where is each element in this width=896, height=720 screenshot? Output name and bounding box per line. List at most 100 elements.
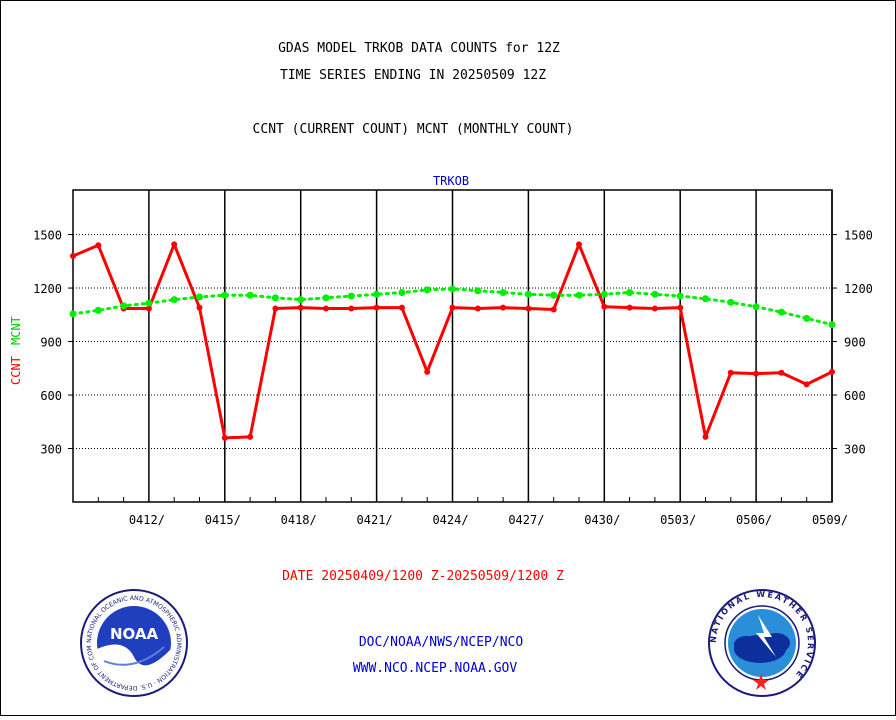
mcnt-point xyxy=(297,296,305,304)
x-tick-label: 0427/ xyxy=(508,513,544,527)
ccnt-point xyxy=(702,433,709,440)
mcnt-point xyxy=(271,294,279,302)
y-tick-label-left: 600 xyxy=(40,389,62,403)
ccnt-point xyxy=(247,433,254,440)
ccnt-point xyxy=(626,304,633,311)
ccnt-point xyxy=(297,304,304,311)
ccnt-point xyxy=(525,305,532,312)
mcnt-point xyxy=(828,321,836,329)
mcnt-point xyxy=(120,302,128,310)
x-tick-label: 0421/ xyxy=(357,513,393,527)
y-tick-label-right: 600 xyxy=(844,389,866,403)
grid-lines xyxy=(73,190,833,502)
ccnt-point xyxy=(171,241,178,248)
series-group xyxy=(69,241,836,441)
x-tick-label: 0424/ xyxy=(432,513,468,527)
ccnt-point xyxy=(778,369,785,376)
ccnt-point xyxy=(449,304,456,311)
mcnt-point xyxy=(322,294,330,302)
ccnt-point xyxy=(424,368,431,375)
x-tick-label: 0503/ xyxy=(660,513,696,527)
ccnt-point xyxy=(753,370,760,377)
mcnt-point xyxy=(170,296,178,304)
mcnt-point xyxy=(373,290,381,298)
y-label-ccnt: CCNT xyxy=(9,356,23,385)
x-ticks: 0412/0415/0418/0421/0424/0427/0430/0503/… xyxy=(72,497,848,527)
ccnt-point xyxy=(272,305,279,312)
y-tick-label-left: 1200 xyxy=(33,282,62,296)
ccnt-point xyxy=(829,368,835,375)
ccnt-point xyxy=(677,304,684,311)
chart-subtitle: CCNT (CURRENT COUNT) MCNT (MONTHLY COUNT… xyxy=(253,122,574,137)
url-line[interactable]: WWW.NCO.NCEP.NOAA.GOV xyxy=(353,661,518,676)
y-label-mcnt: MCNT xyxy=(9,316,23,345)
y-tick-label-right: 900 xyxy=(844,336,866,350)
mcnt-point xyxy=(676,292,684,300)
ccnt-point xyxy=(221,434,228,441)
chart-title-line2: TIME SERIES ENDING IN 20250509 12Z xyxy=(280,68,546,83)
mcnt-point xyxy=(94,306,102,314)
ccnt-point xyxy=(95,242,102,249)
nws-logo: NATIONAL WEATHER SERVICE xyxy=(708,589,816,697)
ccnt-point xyxy=(474,305,481,312)
mcnt-point xyxy=(196,293,203,301)
noaa-logo-text: NOAA xyxy=(110,625,159,643)
mcnt-point xyxy=(347,292,355,300)
ccnt-point xyxy=(323,305,329,312)
ccnt-point xyxy=(727,369,734,376)
y-tick-label-right: 1200 xyxy=(844,282,873,296)
ccnt-point xyxy=(348,305,355,312)
ccnt-point xyxy=(550,306,557,313)
ccnt-point xyxy=(601,303,608,310)
plot-title: TRKOB xyxy=(433,174,469,188)
mcnt-point xyxy=(575,291,583,299)
ccnt-point xyxy=(373,304,380,311)
x-tick-label: 0415/ xyxy=(205,513,241,527)
ccnt-point xyxy=(196,304,203,311)
x-tick-label: 0430/ xyxy=(584,513,620,527)
ccnt-point xyxy=(145,305,152,312)
ccnt-point xyxy=(70,252,76,259)
y-axis-label: CCNT MCNT xyxy=(9,316,23,385)
mcnt-point xyxy=(727,298,735,306)
mcnt-point xyxy=(499,289,507,297)
ccnt-point xyxy=(651,305,658,312)
mcnt-point xyxy=(550,291,558,299)
mcnt-point xyxy=(803,314,811,322)
mcnt-point xyxy=(221,291,229,299)
x-tick-label: 0506/ xyxy=(736,513,772,527)
ccnt-point xyxy=(500,304,507,311)
y-ticks: 300 300 600 600 900 900 1200 1200 1500 1500 xyxy=(33,229,873,457)
mcnt-point xyxy=(69,310,77,318)
ccnt-point xyxy=(803,381,810,388)
y-tick-label-left: 1500 xyxy=(33,229,62,243)
mcnt-point xyxy=(626,289,634,297)
x-tick-label: 0412/ xyxy=(129,513,165,527)
ccnt-point xyxy=(576,241,582,248)
y-tick-label-right: 1500 xyxy=(844,229,873,243)
noaa-logo: NOAA NATIONAL OCEANIC AND ATMOSPHERIC AD… xyxy=(80,589,188,697)
mcnt-point xyxy=(474,287,482,295)
y-tick-label-left: 300 xyxy=(40,443,62,457)
ccnt-point xyxy=(398,304,405,311)
y-tick-label-right: 300 xyxy=(844,443,866,457)
x-tick-label: 0418/ xyxy=(281,513,317,527)
mcnt-point xyxy=(600,290,608,298)
mcnt-point xyxy=(651,290,659,298)
mcnt-point xyxy=(777,308,785,316)
mcnt-point xyxy=(524,290,532,298)
mcnt-point xyxy=(423,286,431,294)
chart-title-line1: GDAS MODEL TRKOB DATA COUNTS for 12Z xyxy=(278,41,560,56)
mcnt-point xyxy=(752,303,760,311)
y-tick-label-left: 900 xyxy=(40,336,62,350)
mcnt-point xyxy=(398,289,406,297)
mcnt-point xyxy=(702,295,709,303)
mcnt-point xyxy=(145,299,153,307)
mcnt-point xyxy=(246,291,254,299)
date-range-label: DATE 20250409/1200 Z-20250509/1200 Z xyxy=(282,569,564,584)
mcnt-point xyxy=(449,285,456,293)
org-line[interactable]: DOC/NOAA/NWS/NCEP/NCO xyxy=(359,635,524,650)
x-tick-label: 0509/ xyxy=(812,513,848,527)
